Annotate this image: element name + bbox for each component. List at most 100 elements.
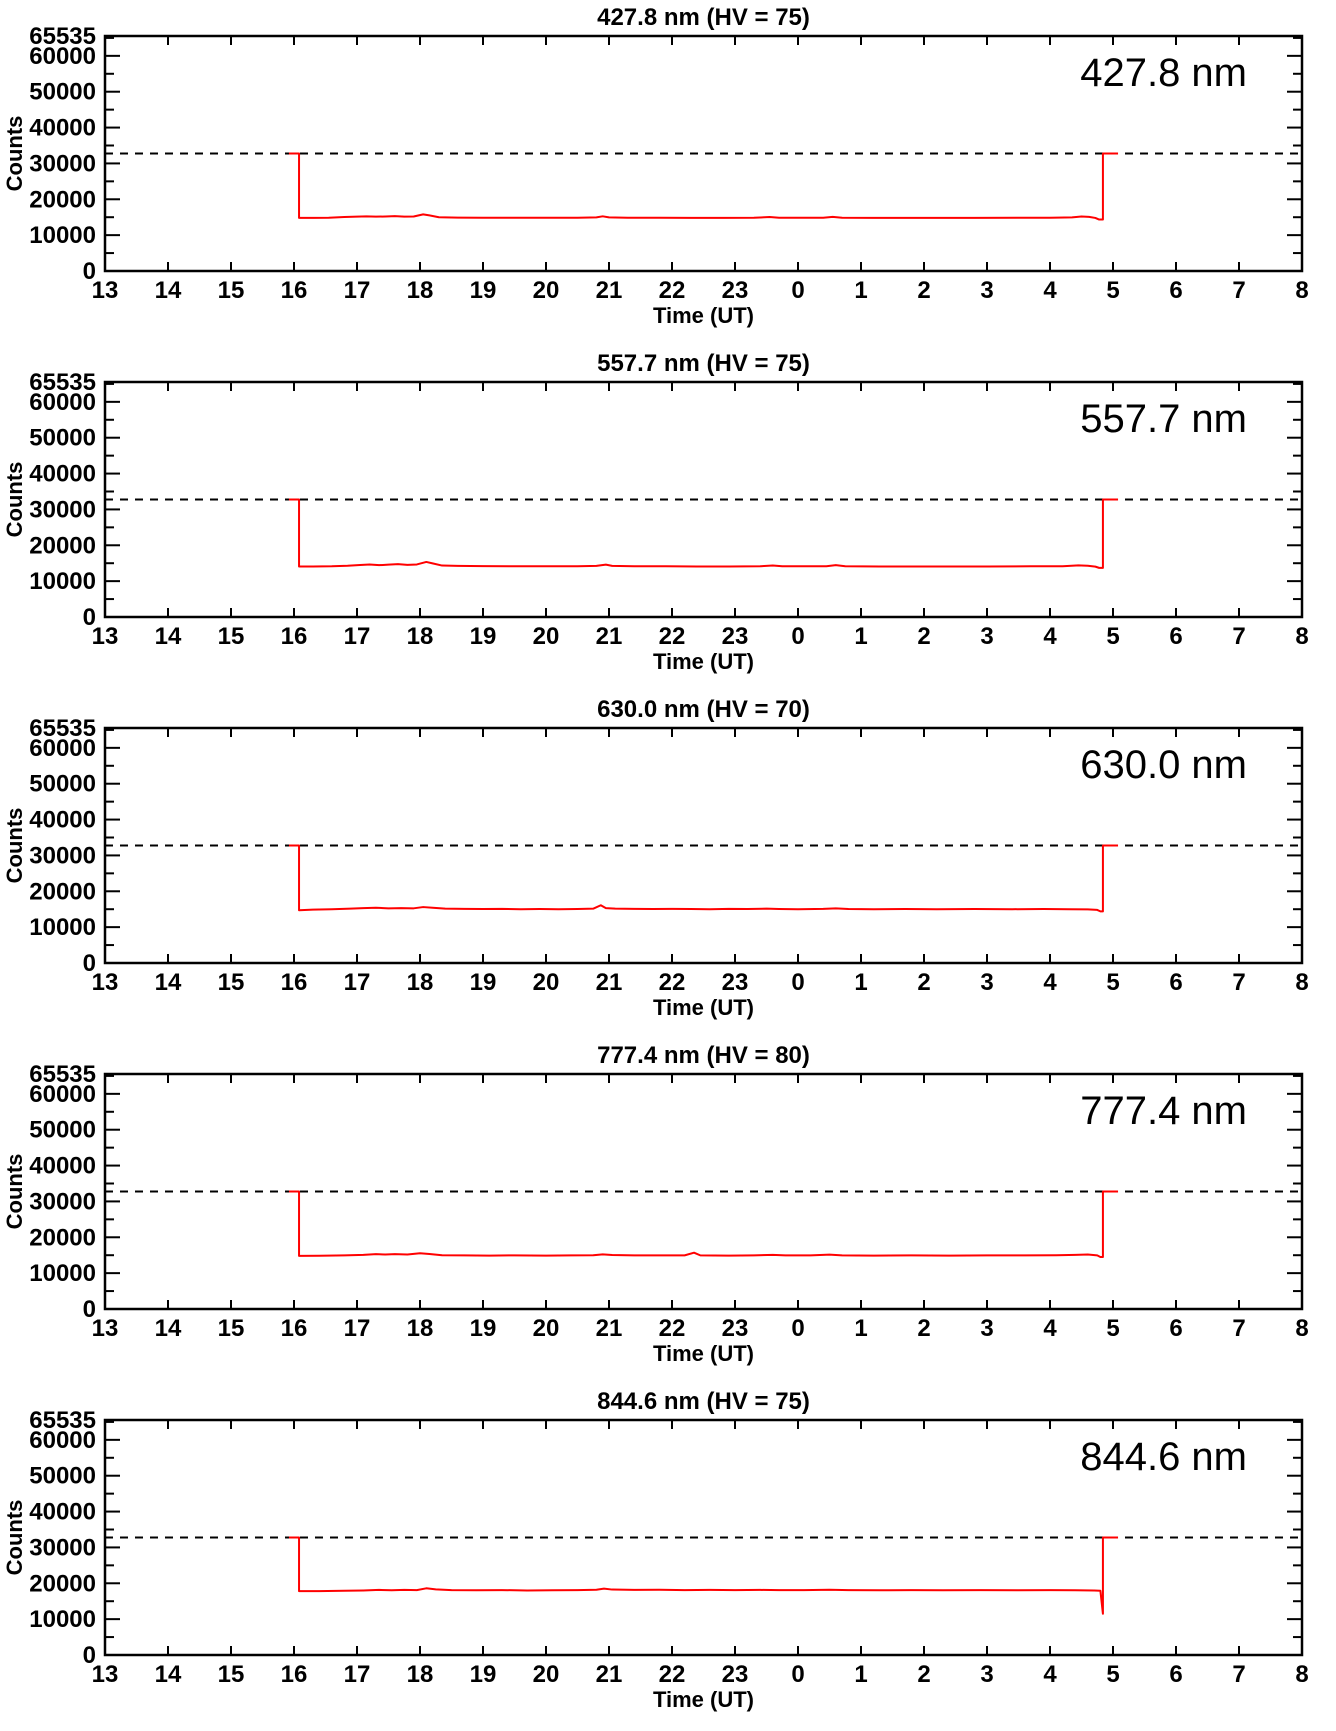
x-tick-label: 23 (722, 1315, 749, 1342)
x-axis-label: Time (UT) (653, 1687, 754, 1712)
x-tick-label: 1 (854, 277, 867, 304)
x-tick-label: 19 (470, 623, 497, 650)
y-tick-label: 60000 (29, 389, 96, 416)
y-tick-label: 20000 (29, 1570, 96, 1597)
x-tick-label: 15 (218, 969, 245, 996)
wavelength-annotation: 844.6 nm (1080, 1435, 1247, 1479)
x-tick-label: 19 (470, 1315, 497, 1342)
y-tick-label: 20000 (29, 878, 96, 905)
y-tick-label: 50000 (29, 1117, 96, 1144)
x-tick-label: 2 (917, 1661, 930, 1688)
photometer-panel-630.0nm: 13 14 15 16 17 18 19 20 21 22 23 0 1 2 3 4 5 6 7 8010000200… (2, 696, 1309, 1020)
x-tick-label: 17 (344, 969, 371, 996)
y-tick-label: 20000 (29, 1224, 96, 1251)
y-tick-label: 10000 (29, 222, 96, 249)
x-tick-label: 8 (1295, 277, 1308, 304)
counts-series-line (288, 152, 1119, 221)
y-tick-label: 20000 (29, 532, 96, 559)
photometer-panel-844.6nm: 13 14 15 16 17 18 19 20 21 22 23 0 1 2 3 4 5 6 7 8010000200… (2, 1388, 1309, 1712)
x-tick-label: 16 (281, 1661, 308, 1688)
y-tick-label: 50000 (29, 771, 96, 798)
x-tick-label: 20 (533, 1315, 560, 1342)
x-tick-label: 1 (854, 969, 867, 996)
wavelength-annotation: 777.4 nm (1080, 1089, 1247, 1133)
y-tick-label: 30000 (29, 842, 96, 869)
x-tick-label: 3 (980, 623, 993, 650)
x-tick-label: 4 (1043, 623, 1057, 650)
y-tick-label: 40000 (29, 1499, 96, 1526)
panel-title: 844.6 nm (HV = 75) (597, 1388, 810, 1415)
y-tick-label: 60000 (29, 1081, 96, 1108)
x-tick-label: 21 (596, 1315, 623, 1342)
x-tick-label: 13 (92, 1661, 119, 1688)
counts-series-line (288, 1190, 1119, 1258)
plot-frame (103, 34, 1304, 273)
x-tick-label: 20 (533, 623, 560, 650)
x-tick-label: 21 (596, 1661, 623, 1688)
x-tick-label: 16 (281, 1315, 308, 1342)
x-tick-label: 19 (470, 1661, 497, 1688)
wavelength-annotation: 557.7 nm (1080, 397, 1247, 441)
y-tick-label: 0 (83, 604, 96, 631)
y-tick-label: 30000 (29, 1188, 96, 1215)
y-tick-label: 50000 (29, 1463, 96, 1490)
y-tick-label: 50000 (29, 425, 96, 452)
x-tick-label: 16 (281, 277, 308, 304)
y-tick-label: 0 (83, 1642, 96, 1669)
x-tick-label: 8 (1295, 1315, 1308, 1342)
x-tick-label: 17 (344, 623, 371, 650)
x-tick-label: 1 (854, 1661, 867, 1688)
panel-title: 557.7 nm (HV = 75) (597, 350, 810, 377)
x-tick-label: 18 (407, 277, 434, 304)
x-tick-label: 1 (854, 623, 867, 650)
y-tick-label: 40000 (29, 115, 96, 142)
y-top-label: 65535 (29, 1061, 96, 1088)
x-tick-label: 15 (218, 1315, 245, 1342)
x-tick-label: 13 (92, 969, 119, 996)
x-tick-label: 7 (1232, 623, 1245, 650)
y-axis-label: Counts (2, 1154, 27, 1230)
x-axis-label: Time (UT) (653, 303, 754, 328)
x-tick-label: 2 (917, 277, 930, 304)
x-axis-label: Time (UT) (653, 649, 754, 674)
photometer-panel-777.4nm: 13 14 15 16 17 18 19 20 21 22 23 0 1 2 3 4 5 6 7 8010000200… (2, 1042, 1309, 1366)
x-axis-label: Time (UT) (653, 1341, 754, 1366)
x-tick-label: 5 (1106, 277, 1119, 304)
x-tick-label: 13 (92, 1315, 119, 1342)
y-tick-label: 10000 (29, 1606, 96, 1633)
panel-title: 427.8 nm (HV = 75) (597, 4, 810, 31)
x-tick-label: 23 (722, 623, 749, 650)
counts-series-line (288, 498, 1119, 569)
x-tick-label: 21 (596, 277, 623, 304)
x-tick-label: 8 (1295, 969, 1308, 996)
x-tick-label: 6 (1169, 277, 1182, 304)
x-tick-label: 20 (533, 1661, 560, 1688)
y-top-label: 65535 (29, 369, 96, 396)
counts-series-line (288, 844, 1119, 913)
x-axis-label: Time (UT) (653, 995, 754, 1020)
y-tick-label: 10000 (29, 914, 96, 941)
x-tick-label: 6 (1169, 1661, 1182, 1688)
x-tick-label: 17 (344, 1315, 371, 1342)
x-tick-label: 22 (659, 1315, 686, 1342)
y-tick-label: 40000 (29, 807, 96, 834)
y-tick-label: 30000 (29, 150, 96, 177)
panel-title: 630.0 nm (HV = 70) (597, 696, 810, 723)
x-tick-label: 5 (1106, 1315, 1119, 1342)
y-tick-label: 60000 (29, 1427, 96, 1454)
wavelength-annotation: 630.0 nm (1080, 743, 1247, 787)
x-tick-label: 14 (155, 1315, 182, 1342)
x-tick-label: 19 (470, 277, 497, 304)
x-tick-label: 4 (1043, 277, 1057, 304)
x-tick-label: 3 (980, 277, 993, 304)
x-tick-label: 2 (917, 623, 930, 650)
y-axis-label: Counts (2, 116, 27, 192)
y-tick-label: 10000 (29, 1260, 96, 1287)
x-tick-label: 1 (854, 1315, 867, 1342)
x-tick-label: 18 (407, 969, 434, 996)
x-tick-label: 3 (980, 1315, 993, 1342)
x-tick-label: 3 (980, 969, 993, 996)
x-tick-label: 0 (791, 1661, 804, 1688)
y-tick-label: 10000 (29, 568, 96, 595)
y-axis-label: Counts (2, 1500, 27, 1576)
